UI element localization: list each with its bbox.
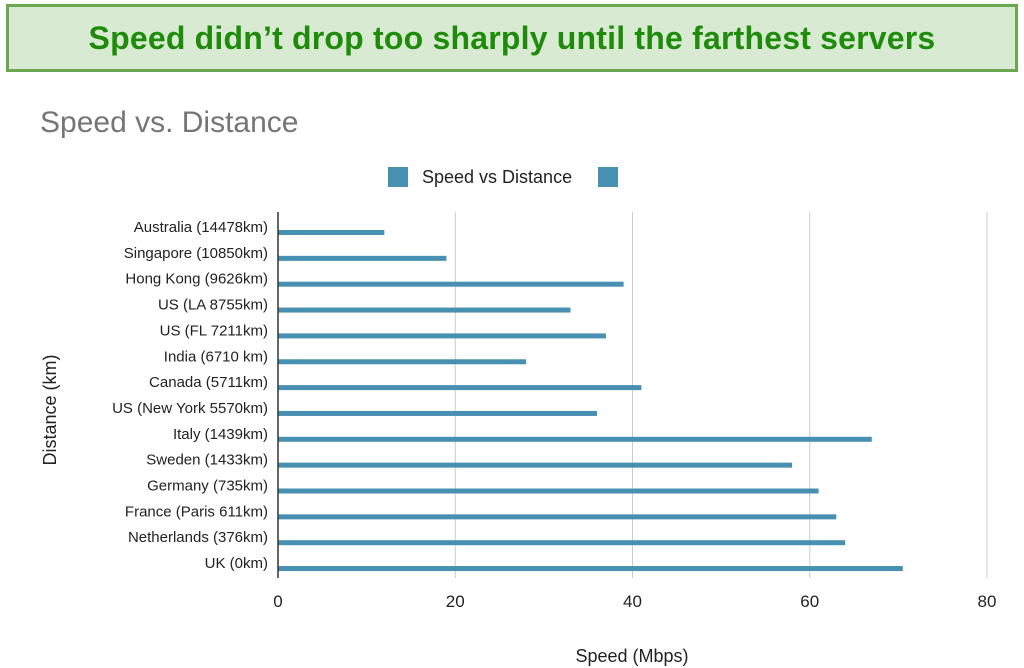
chart-legend: Speed vs Distance <box>388 166 619 188</box>
y-tick-label: India (6710 km) <box>164 348 268 365</box>
legend-swatch-1 <box>388 167 408 187</box>
y-tick-label: Singapore (10850km) <box>124 245 268 262</box>
y-tick-label: Italy (1439km) <box>173 426 268 443</box>
bar <box>278 281 624 287</box>
x-tick-label: 0 <box>273 592 282 611</box>
bar <box>278 436 872 442</box>
bar <box>278 514 837 520</box>
headline-text: Speed didn’t drop too sharply until the … <box>88 19 936 56</box>
headline-banner: Speed didn’t drop too sharply until the … <box>6 4 1018 72</box>
y-tick-label: US (FL 7211km) <box>160 322 268 339</box>
bar <box>278 410 598 416</box>
x-tick-label: 80 <box>978 592 997 611</box>
bar <box>278 359 527 365</box>
y-tick-label: Germany (735km) <box>147 478 268 495</box>
x-tick-label: 20 <box>446 592 465 611</box>
x-tick-label: 40 <box>623 592 642 611</box>
bar <box>278 566 903 572</box>
y-tick-label: UK (0km) <box>205 555 268 572</box>
y-tick-label: Australia (14478km) <box>134 219 268 236</box>
y-tick-label: Netherlands (376km) <box>128 529 268 546</box>
legend-swatch-2 <box>598 167 619 187</box>
y-tick-label: US (LA 8755km) <box>158 297 268 314</box>
y-tick-label: Canada (5711km) <box>149 374 268 391</box>
legend-label-1: Speed vs Distance <box>422 166 573 187</box>
y-axis-title: Distance (km) <box>40 354 60 465</box>
bar <box>278 385 642 391</box>
x-tick-label: 60 <box>800 592 819 611</box>
y-tick-label: France (Paris 611km) <box>125 503 268 520</box>
bar <box>278 307 571 313</box>
x-axis-title: Speed (Mbps) <box>575 646 688 666</box>
y-tick-label: Sweden (1433km) <box>146 452 268 469</box>
bar <box>278 230 385 235</box>
bar <box>278 462 793 468</box>
y-tick-label: US (New York 5570km) <box>112 400 268 417</box>
chart-title: Speed vs. Distance <box>40 106 299 139</box>
bar <box>278 333 606 339</box>
y-tick-label: Hong Kong (9626km) <box>125 271 268 288</box>
bar <box>278 255 447 261</box>
bar <box>278 488 819 494</box>
bar <box>278 540 846 546</box>
